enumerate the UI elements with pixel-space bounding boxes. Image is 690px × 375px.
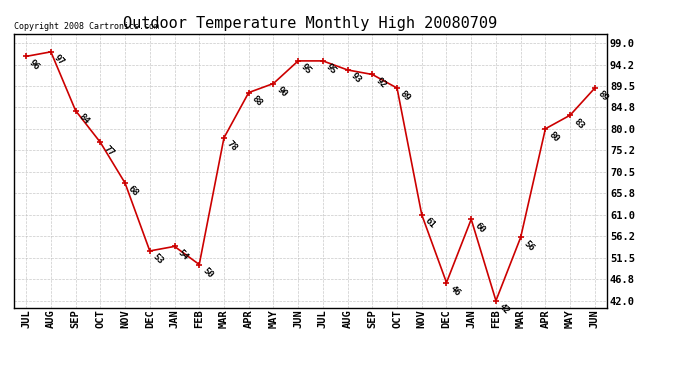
Text: 53: 53 <box>151 252 165 266</box>
Text: 56: 56 <box>522 239 536 253</box>
Text: 68: 68 <box>126 184 141 198</box>
Text: 88: 88 <box>250 94 264 108</box>
Text: 80: 80 <box>546 130 561 144</box>
Text: 54: 54 <box>176 248 190 262</box>
Text: 89: 89 <box>398 89 413 104</box>
Text: Copyright 2008 Cartronics.com: Copyright 2008 Cartronics.com <box>14 22 159 31</box>
Text: 97: 97 <box>52 53 66 67</box>
Text: 42: 42 <box>497 302 511 316</box>
Text: 96: 96 <box>28 58 41 72</box>
Text: 89: 89 <box>596 89 610 104</box>
Text: 84: 84 <box>77 112 91 126</box>
Title: Outdoor Temperature Monthly High 20080709: Outdoor Temperature Monthly High 2008070… <box>124 16 497 31</box>
Text: 95: 95 <box>299 62 313 76</box>
Text: 83: 83 <box>571 117 586 130</box>
Text: 90: 90 <box>275 85 289 99</box>
Text: 61: 61 <box>423 216 437 230</box>
Text: 50: 50 <box>201 266 215 280</box>
Text: 93: 93 <box>349 71 363 85</box>
Text: 60: 60 <box>473 220 486 235</box>
Text: 77: 77 <box>101 144 116 158</box>
Text: 78: 78 <box>226 139 239 153</box>
Text: 95: 95 <box>324 62 338 76</box>
Text: 46: 46 <box>448 284 462 298</box>
Text: 92: 92 <box>374 76 388 90</box>
